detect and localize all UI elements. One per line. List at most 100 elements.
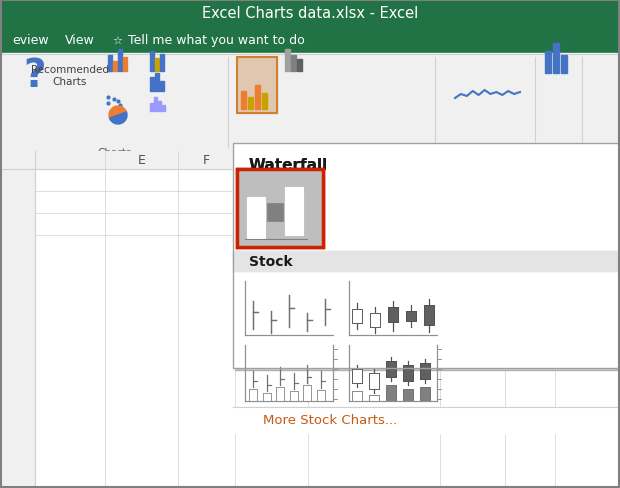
Bar — [352, 391, 362, 401]
Bar — [370, 313, 380, 327]
Text: Waterfall: Waterfall — [249, 158, 328, 173]
Bar — [545, 52, 551, 74]
Bar — [290, 391, 298, 401]
Text: More Stock Charts...: More Stock Charts... — [263, 414, 397, 427]
Bar — [160, 55, 164, 72]
Bar — [233, 143, 620, 368]
Text: Tell me what you want to do: Tell me what you want to do — [128, 35, 305, 47]
Bar — [255, 86, 260, 110]
Bar — [420, 387, 430, 401]
Wedge shape — [110, 113, 127, 125]
Bar — [291, 56, 296, 72]
Bar — [285, 187, 303, 236]
Bar — [352, 369, 362, 383]
Text: J: J — [528, 154, 533, 167]
Bar — [352, 309, 362, 324]
Bar — [403, 365, 413, 381]
Bar — [297, 60, 302, 72]
Bar — [150, 104, 153, 112]
Bar — [290, 391, 298, 401]
Bar — [0, 28, 620, 54]
Text: Charts: Charts — [98, 148, 132, 158]
Text: Recommended
Charts: Recommended Charts — [31, 65, 109, 87]
Bar — [233, 251, 620, 271]
Bar — [248, 98, 253, 110]
Bar — [237, 58, 277, 114]
Bar — [0, 152, 620, 488]
Bar — [553, 44, 559, 74]
Bar — [285, 187, 303, 236]
Bar — [403, 389, 413, 401]
Bar — [420, 387, 430, 401]
Bar — [237, 170, 323, 247]
Bar — [561, 56, 567, 74]
Bar — [160, 82, 164, 92]
Bar — [386, 361, 396, 377]
Wedge shape — [109, 107, 126, 119]
Bar — [420, 363, 430, 379]
Bar — [406, 311, 416, 321]
Bar — [403, 365, 413, 381]
Bar — [276, 387, 284, 401]
Bar — [386, 385, 396, 401]
Bar — [233, 407, 620, 433]
Bar — [406, 311, 416, 321]
Bar — [247, 198, 265, 240]
Bar — [0, 54, 620, 152]
Bar — [369, 395, 379, 401]
Bar — [262, 94, 267, 110]
Bar — [370, 313, 380, 327]
Bar — [424, 305, 434, 325]
Bar — [162, 106, 165, 112]
Bar — [249, 389, 257, 401]
Text: Sparklines: Sparklines — [458, 148, 512, 158]
Bar — [267, 203, 283, 222]
Bar — [386, 385, 396, 401]
Bar — [233, 251, 620, 271]
Text: eview: eview — [12, 35, 48, 47]
Bar — [420, 363, 430, 379]
Bar — [113, 62, 117, 72]
Bar — [247, 198, 265, 240]
Bar — [388, 307, 398, 323]
Bar — [158, 102, 161, 112]
Bar — [118, 50, 122, 72]
Bar — [424, 305, 434, 325]
Bar — [233, 143, 620, 368]
Bar — [403, 389, 413, 401]
Bar — [388, 307, 398, 323]
Bar — [285, 50, 290, 72]
Bar — [237, 170, 323, 247]
Bar — [237, 170, 323, 247]
Bar — [317, 390, 325, 401]
Bar — [108, 56, 112, 72]
Bar — [263, 393, 270, 401]
Bar — [386, 361, 396, 377]
Bar — [263, 393, 270, 401]
Bar — [233, 407, 620, 433]
Text: Waterfall: Waterfall — [249, 158, 328, 173]
Text: E: E — [138, 154, 146, 167]
Bar — [0, 0, 620, 28]
Text: Excel Charts data.xlsx - Excel: Excel Charts data.xlsx - Excel — [202, 6, 418, 21]
Text: ☆: ☆ — [112, 36, 122, 46]
Bar — [352, 309, 362, 324]
Bar — [241, 92, 246, 110]
Text: Stock: Stock — [249, 254, 293, 268]
Bar — [123, 58, 127, 72]
Bar — [155, 59, 159, 72]
Bar — [150, 52, 154, 72]
Bar — [235, 146, 620, 370]
Bar — [233, 143, 620, 368]
Bar — [0, 152, 35, 488]
Text: F: F — [203, 154, 210, 167]
Bar — [249, 389, 257, 401]
Text: ⬛: ⬛ — [247, 415, 254, 425]
Text: W
Lo: W Lo — [587, 148, 598, 169]
Bar — [352, 391, 362, 401]
Bar — [303, 385, 311, 401]
Bar — [237, 170, 323, 247]
Bar — [369, 395, 379, 401]
Bar — [155, 74, 159, 92]
Text: More Stock Charts...: More Stock Charts... — [263, 414, 397, 427]
